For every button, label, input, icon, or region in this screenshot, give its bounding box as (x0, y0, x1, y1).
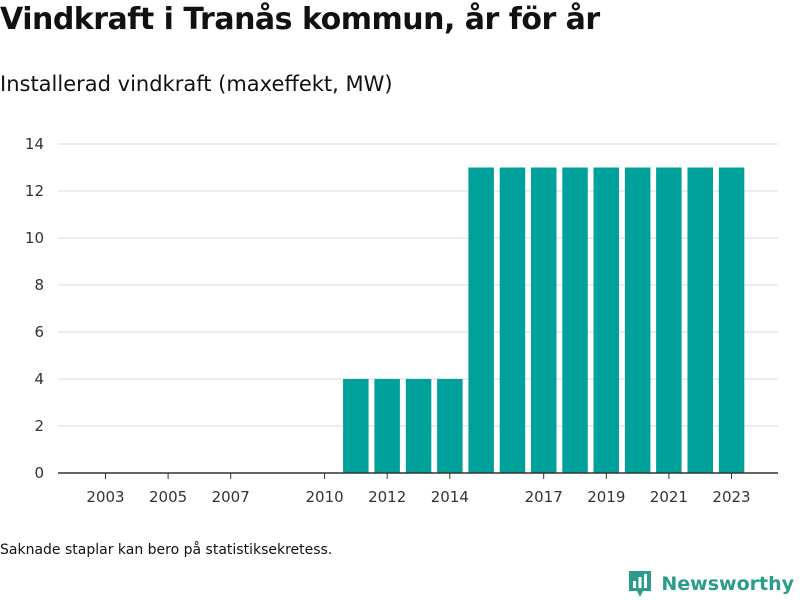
x-tick-label: 2012 (368, 488, 406, 506)
chart-subtitle: Installerad vindkraft (maxeffekt, MW) (0, 72, 393, 96)
x-tick-label: 2017 (525, 488, 563, 506)
y-tick-label: 0 (34, 464, 44, 482)
y-tick-label: 6 (34, 323, 44, 341)
y-tick-label: 8 (34, 276, 44, 294)
x-tick-label: 2005 (149, 488, 187, 506)
y-tick-label: 4 (34, 370, 44, 388)
y-tick-label: 14 (25, 135, 44, 153)
bar (687, 167, 713, 473)
footnote: Saknade staplar kan bero på statistiksek… (0, 542, 333, 558)
x-tick-label: 2023 (712, 488, 750, 506)
newsworthy-brand-name: Newsworthy (661, 573, 794, 595)
bar (405, 379, 432, 473)
bar (437, 379, 463, 473)
bar (468, 167, 494, 473)
chart-title: Vindkraft i Tranås kommun, år för år (0, 2, 600, 37)
bar (656, 167, 682, 473)
x-tick-label: 2010 (306, 488, 344, 506)
x-tick-label: 2007 (212, 488, 250, 506)
newsworthy-logo: Newsworthy (627, 568, 794, 600)
bar-chart: 0 2 4 6 8 10 12 14 2003 2005 2007 2010 2012 2014 2017 2… (25, 135, 778, 506)
y-tick-label: 12 (25, 182, 44, 200)
bar (593, 167, 619, 473)
x-tick-label: 2014 (431, 488, 469, 506)
x-tick-label: 2003 (86, 488, 124, 506)
bar (374, 379, 400, 473)
newsworthy-logo-icon (629, 571, 652, 597)
bar (343, 379, 369, 473)
y-tick-label: 10 (25, 229, 44, 247)
bar (624, 167, 651, 473)
x-tick-label: 2019 (587, 488, 625, 506)
y-tick-label: 2 (34, 417, 44, 435)
x-tick-label: 2021 (650, 488, 688, 506)
bar (718, 167, 745, 473)
bar (499, 167, 526, 473)
bar (531, 167, 557, 473)
bar (562, 167, 588, 473)
